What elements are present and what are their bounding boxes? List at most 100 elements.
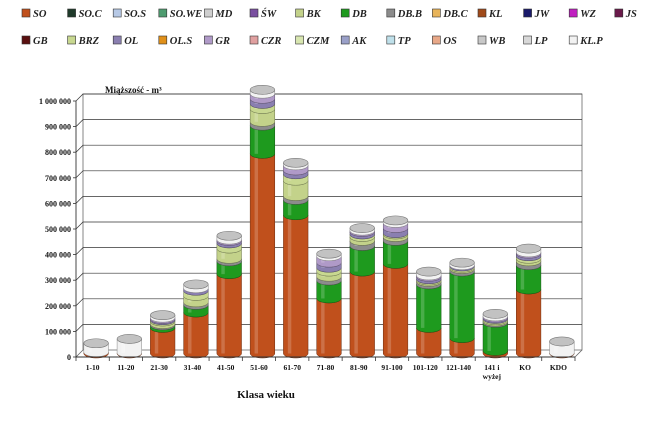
bar-segment-highlight xyxy=(287,215,292,354)
bar-segment-highlight xyxy=(553,341,558,353)
legend-label-tp: TP xyxy=(398,36,411,47)
legend-swatch-wz xyxy=(568,8,578,18)
legend-label-db-b: DB.B xyxy=(397,9,422,20)
legend-label-so-s: SO.S xyxy=(124,9,146,20)
bars xyxy=(83,85,575,359)
gridline xyxy=(75,247,582,255)
bar-segment-db xyxy=(416,284,442,333)
bar-segment-highlight xyxy=(487,322,491,351)
bar-kdo xyxy=(549,336,575,359)
bar-segment-highlight xyxy=(354,271,358,354)
bar-41-50 xyxy=(216,230,242,359)
bar-top-cap xyxy=(349,223,375,233)
y-tick-label: 300 000 xyxy=(45,276,71,285)
bar-segment-highlight xyxy=(287,180,292,197)
bar-segment-db xyxy=(249,125,276,159)
bar-segment-highlight xyxy=(520,265,525,290)
bar-61-70 xyxy=(283,157,309,359)
gridline xyxy=(75,272,582,281)
x-tick-label: KDO xyxy=(550,363,567,372)
bar-segment-highlight xyxy=(188,312,192,354)
legend-label-ak: AK xyxy=(351,36,367,47)
bar-101-120 xyxy=(416,266,442,359)
bar-segment-highlight xyxy=(254,125,259,154)
x-tick-label: 91-100 xyxy=(381,363,402,372)
legend-label-wb: WB xyxy=(489,36,505,47)
bar-segment-highlight xyxy=(121,338,125,353)
y-tick-label: 400 000 xyxy=(45,251,71,260)
x-tick-label: 71-80 xyxy=(317,363,335,372)
bar-91-100 xyxy=(382,215,409,359)
bar-top-cap xyxy=(549,336,575,347)
bar-51-60 xyxy=(249,85,276,359)
legend-swatch-jw xyxy=(523,8,532,18)
bar-segment-so xyxy=(283,215,309,359)
x-tick-label: KO xyxy=(519,363,531,372)
bar-segment-so xyxy=(249,153,276,359)
bar-top-cap xyxy=(382,215,409,226)
bar-21-30 xyxy=(150,310,176,359)
bar-top-cap xyxy=(283,157,309,168)
bar-top-cap xyxy=(515,243,542,254)
unit-label: Miąższość - m³ xyxy=(105,85,162,95)
gridline xyxy=(75,170,582,179)
legend-swatch-ol xyxy=(112,35,122,45)
x-tick-label: 141 i wyżej xyxy=(483,363,502,381)
legend-swatch-md xyxy=(204,8,213,18)
legend-swatch-gr xyxy=(204,35,213,45)
x-tick-label: 51-60 xyxy=(250,363,268,372)
bar-segment-highlight xyxy=(221,261,225,275)
legend-label-wz: WZ xyxy=(580,9,596,20)
y-tick-label: 900 000 xyxy=(45,123,71,132)
bar-segment-highlight xyxy=(221,274,225,354)
y-tick-label: 800 000 xyxy=(45,148,71,157)
bar-segment-highlight xyxy=(454,271,458,339)
legend-label-czr: CZR xyxy=(261,36,281,47)
x-tick-label: 11-20 xyxy=(117,363,134,372)
legend-swatch-kl xyxy=(477,8,487,18)
legend-swatch-db xyxy=(340,8,350,18)
bar-segment-so xyxy=(183,312,209,359)
y-tick-label: 700 000 xyxy=(45,174,71,183)
bar-segment-so xyxy=(316,298,342,359)
legend-label-so: SO xyxy=(33,9,47,20)
legend-swatch-ol-s xyxy=(158,35,168,45)
bar-segment-highlight xyxy=(321,280,325,299)
bar-top-cap xyxy=(116,334,143,344)
legend-label-db-c: DB.C xyxy=(442,9,468,20)
x-tick-label: 121-140 xyxy=(446,363,471,372)
bar-segment-highlight xyxy=(321,298,325,354)
x-tick-label: 81-90 xyxy=(350,363,368,372)
legend-label-os: OS xyxy=(443,36,457,47)
legend-label-gr: GR xyxy=(215,36,230,47)
y-tick-label: 0 xyxy=(67,353,71,362)
bar-top-cap xyxy=(150,310,176,320)
x-tick-label: 101-120 xyxy=(413,363,438,372)
legend-label-kl: KL xyxy=(488,9,502,20)
legend-swatch-db-b xyxy=(386,8,396,18)
legend-swatch-czr xyxy=(249,35,259,45)
legend-swatch-db-c xyxy=(432,8,441,18)
bar-81-90 xyxy=(349,223,375,359)
bar-segment-highlight xyxy=(387,263,392,354)
y-tick-label: 100 000 xyxy=(45,327,71,336)
bar-top-cap xyxy=(249,85,276,95)
legend-label-sw: ŚW xyxy=(261,8,277,20)
legend-swatch-gb xyxy=(21,35,31,45)
bar-segment-highlight xyxy=(420,284,425,328)
legend-swatch-so-c xyxy=(67,8,76,18)
legend-label-so-c: SO.C xyxy=(79,9,103,20)
legend-swatch-bk xyxy=(295,8,304,18)
gridline xyxy=(75,196,582,204)
bar-31-40 xyxy=(183,279,209,359)
y-tick-label: 500 000 xyxy=(45,225,71,234)
legend-label-czm: CZM xyxy=(307,36,330,47)
bar-segment-so xyxy=(382,263,409,359)
bar-segment-highlight xyxy=(454,338,458,354)
y-tick-label: 200 000 xyxy=(45,302,71,311)
bar-segment-highlight xyxy=(154,327,159,354)
bar-segment-so xyxy=(516,289,542,359)
bar-segment-so xyxy=(216,274,242,359)
legend-label-jw: JW xyxy=(534,9,550,20)
bar-top-cap xyxy=(83,338,109,349)
